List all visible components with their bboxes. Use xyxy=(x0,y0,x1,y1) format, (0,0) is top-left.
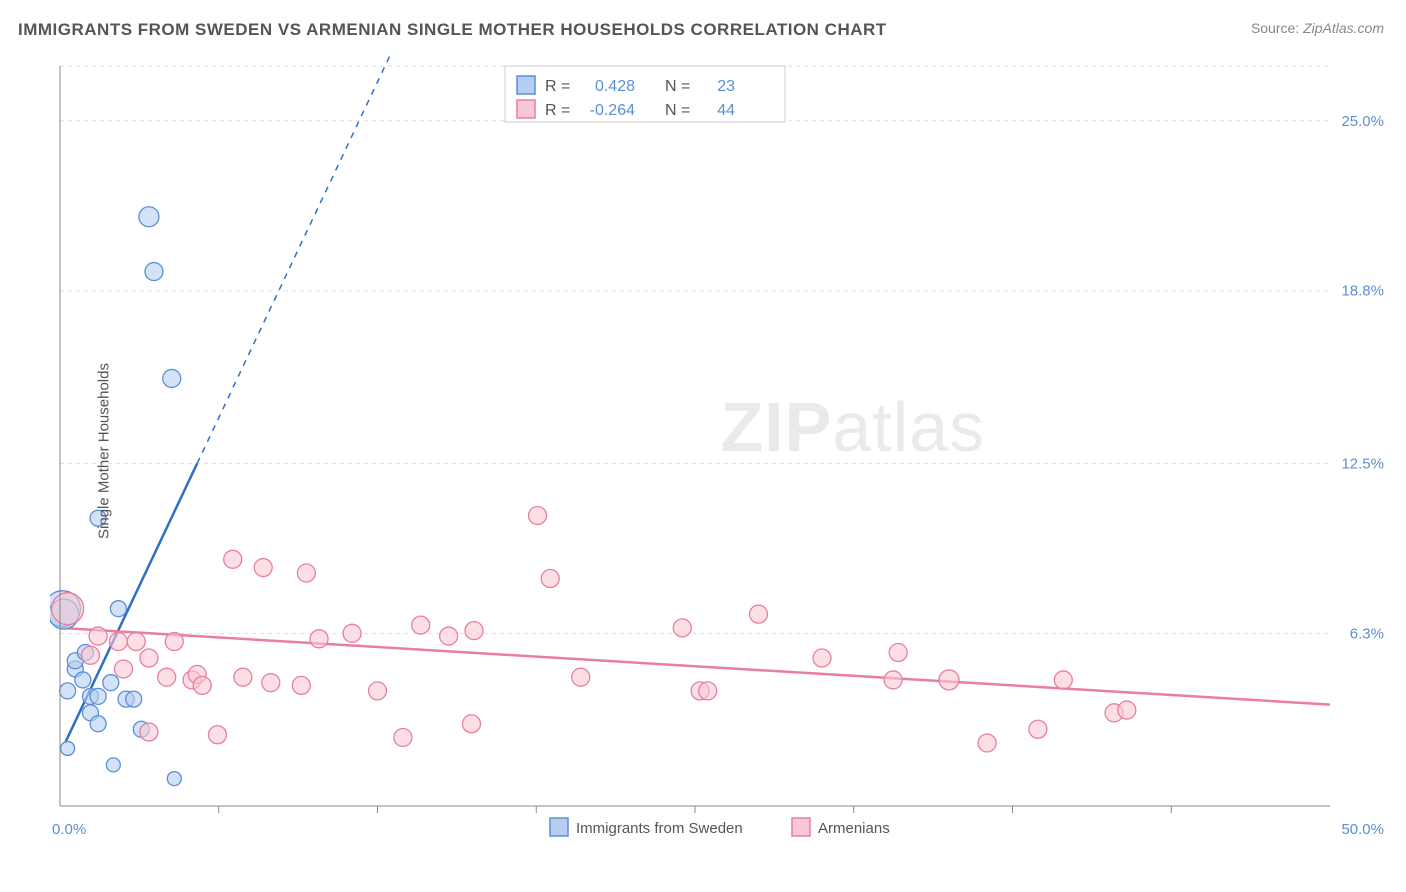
legend-n-value: 44 xyxy=(717,102,735,119)
point-armenian xyxy=(813,649,831,667)
point-armenian xyxy=(115,660,133,678)
legend-r-label: R = xyxy=(545,102,570,119)
legend-swatch-sweden xyxy=(517,76,535,94)
point-armenian xyxy=(884,671,902,689)
legend-swatch-sweden xyxy=(550,818,568,836)
legend-n-label: N = xyxy=(665,78,690,95)
point-sweden xyxy=(75,672,91,688)
point-armenian xyxy=(412,616,430,634)
point-sweden xyxy=(103,675,119,691)
legend-label: Immigrants from Sweden xyxy=(576,820,743,837)
point-armenian xyxy=(462,715,480,733)
legend-r-label: R = xyxy=(545,78,570,95)
chart-container: Single Mother Households 6.3% 12.5% 18.8% 2… xyxy=(50,56,1388,846)
point-armenian xyxy=(465,622,483,640)
point-armenian xyxy=(254,559,272,577)
point-armenian xyxy=(158,668,176,686)
point-armenian xyxy=(52,593,84,625)
point-armenian xyxy=(292,676,310,694)
point-sweden xyxy=(90,688,106,704)
point-armenian xyxy=(699,682,717,700)
point-armenian xyxy=(369,682,387,700)
point-sweden xyxy=(110,601,126,617)
point-sweden xyxy=(145,263,163,281)
point-armenian xyxy=(297,564,315,582)
point-sweden xyxy=(126,691,142,707)
legend-r-value: -0.264 xyxy=(590,102,635,119)
series-legend: Immigrants from Sweden Armenians xyxy=(550,818,890,837)
point-armenian xyxy=(165,633,183,651)
point-armenian xyxy=(89,627,107,645)
point-armenian xyxy=(109,633,127,651)
x-tick-label: 0.0% xyxy=(52,821,86,838)
source-value: ZipAtlas.com xyxy=(1303,20,1384,36)
y-tick-label: 6.3% xyxy=(1350,625,1384,642)
point-armenian xyxy=(234,668,252,686)
point-sweden xyxy=(163,369,181,387)
point-armenian xyxy=(889,644,907,662)
point-armenian xyxy=(394,728,412,746)
point-sweden xyxy=(61,741,75,755)
point-armenian xyxy=(440,627,458,645)
point-sweden xyxy=(139,207,159,227)
point-armenian xyxy=(529,506,547,524)
point-sweden xyxy=(106,758,120,772)
point-armenian xyxy=(1118,701,1136,719)
point-armenian xyxy=(193,676,211,694)
point-armenian xyxy=(262,674,280,692)
source-label: Source: xyxy=(1251,20,1303,36)
trendline-dash-sweden xyxy=(197,56,390,463)
legend-n-value: 23 xyxy=(717,78,735,95)
y-axis-label: Single Mother Households xyxy=(95,363,112,539)
point-armenian xyxy=(1029,720,1047,738)
point-armenian xyxy=(939,670,959,690)
point-armenian xyxy=(140,723,158,741)
legend-swatch-armenian xyxy=(792,818,810,836)
point-armenian xyxy=(208,726,226,744)
point-armenian xyxy=(572,668,590,686)
y-tick-label: 18.8% xyxy=(1341,283,1384,300)
point-armenian xyxy=(310,630,328,648)
point-armenian xyxy=(127,633,145,651)
correlation-scatter-chart: 6.3% 12.5% 18.8% 25.0% ZIPatlas 0.0% 50.0% R = 0… xyxy=(50,56,1388,846)
point-armenian xyxy=(673,619,691,637)
source-attribution: Source: ZipAtlas.com xyxy=(1251,20,1384,36)
legend-label: Armenians xyxy=(818,820,890,837)
legend-r-value: 0.428 xyxy=(595,78,635,95)
y-tick-label: 12.5% xyxy=(1341,455,1384,472)
point-armenian xyxy=(541,570,559,588)
chart-title: IMMIGRANTS FROM SWEDEN VS ARMENIAN SINGL… xyxy=(18,20,887,40)
watermark: ZIPatlas xyxy=(720,388,985,466)
point-sweden xyxy=(90,716,106,732)
point-armenian xyxy=(343,624,361,642)
point-armenian xyxy=(978,734,996,752)
legend-n-label: N = xyxy=(665,102,690,119)
point-armenian xyxy=(81,646,99,664)
point-armenian xyxy=(1054,671,1072,689)
point-sweden xyxy=(167,772,181,786)
point-armenian xyxy=(750,605,768,623)
point-armenian xyxy=(224,550,242,568)
y-tick-label: 25.0% xyxy=(1341,113,1384,130)
stats-legend: R = 0.428 N = 23 R = -0.264 N = 44 xyxy=(505,66,785,122)
point-sweden xyxy=(60,683,76,699)
x-tick-label: 50.0% xyxy=(1341,821,1384,838)
legend-swatch-armenian xyxy=(517,100,535,118)
point-armenian xyxy=(140,649,158,667)
